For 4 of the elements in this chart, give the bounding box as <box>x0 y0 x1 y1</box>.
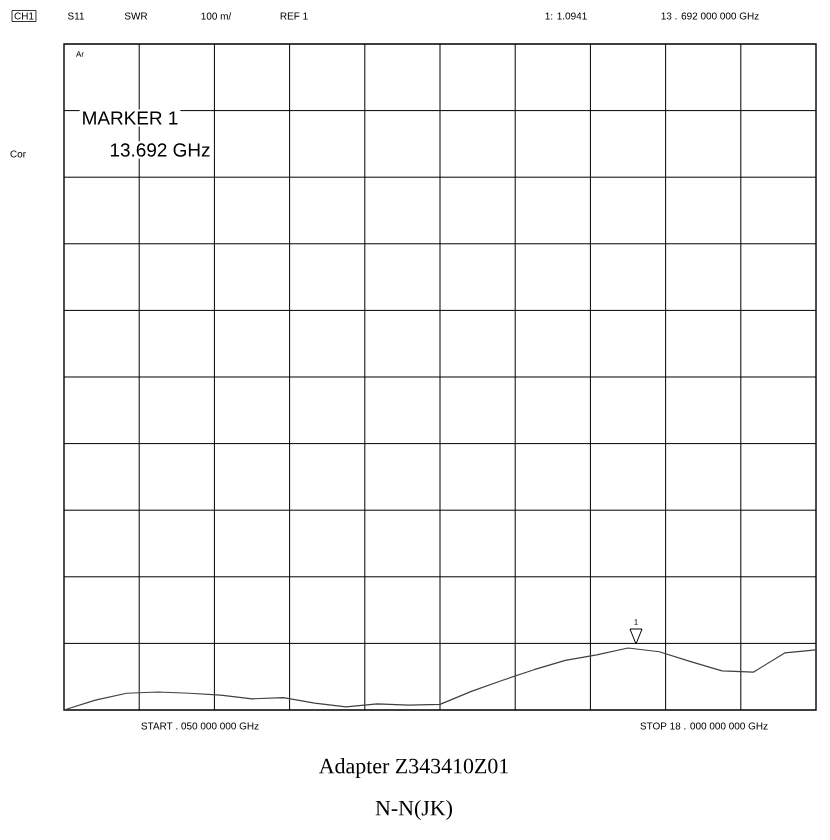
text: MARKER 1 <box>83 111 178 125</box>
text: Adapter Z343410Z01 <box>318 758 508 778</box>
text: N-N(JK) <box>375 800 452 820</box>
text: 13.692 GHz <box>110 143 210 157</box>
